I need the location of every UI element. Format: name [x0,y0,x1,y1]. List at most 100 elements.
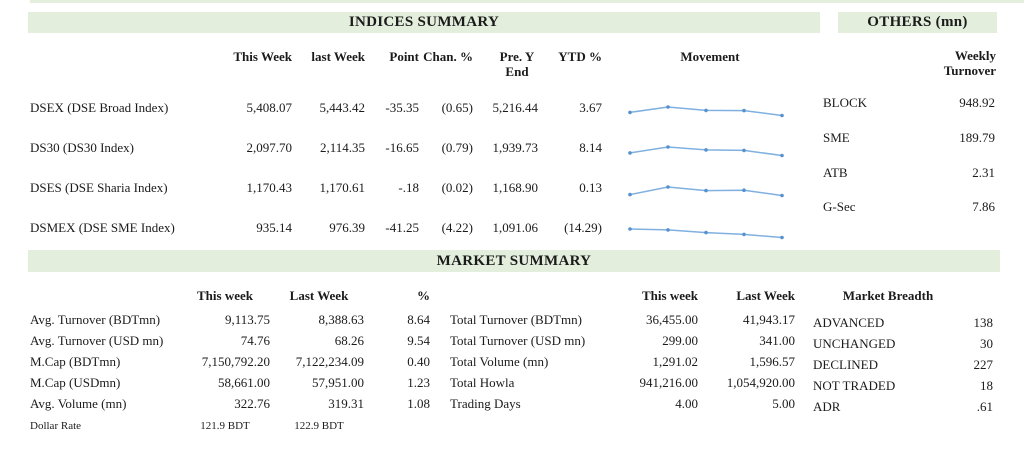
index-chan-pct: (0.02) [441,180,473,195]
index-ytd-pct: 0.13 [579,180,602,195]
dollar-rate-this-week: 121.9 BDT [200,420,250,432]
ms-label: M.Cap (BDTmn) [30,354,121,369]
index-point: -41.25 [385,220,419,235]
ms-last-week: 57,951.00 [312,375,364,390]
movement-sparkline [626,184,786,200]
ms-last-week: 5.00 [772,396,795,411]
others-label: BLOCK [823,95,868,110]
breadth-value: .61 [976,399,993,414]
ms-this-week: 74.76 [240,333,270,348]
ms-label: Avg. Turnover (BDTmn) [30,312,161,327]
others-value: 2.31 [972,165,995,180]
movement-sparkline [626,226,786,242]
ms-this-week: 7,150,792.20 [201,354,270,369]
ms-label: Total Turnover (BDTmn) [450,312,582,327]
ms-last-week: 1,596.57 [749,354,796,369]
market-summary-title: MARKET SUMMARY [436,253,592,269]
others-label: SME [823,130,850,145]
index-label: DS30 (DS30 Index) [30,140,134,155]
others-value: 189.79 [959,130,995,145]
others-label: ATB [823,165,848,180]
ms-label: Total Volume (mn) [450,354,549,369]
breadth-value: 227 [973,357,994,372]
index-this-week: 5,408.07 [246,100,293,115]
breadth-label: DECLINED [813,357,878,372]
breadth-value: 30 [980,336,993,351]
ms-this-week: 299.00 [662,333,698,348]
market-breadth-title: Market Breadth [842,288,934,303]
top-green-strip [30,0,1024,3]
indices-summary-band: INDICES SUMMARY [28,12,820,33]
dollar-rate-label: Dollar Rate [30,420,82,432]
index-pre-y-end: 1,939.73 [492,140,539,155]
col-header-pre-y-end: Pre. Y End [499,49,535,79]
ms-pct: 1.23 [407,375,430,390]
ms-last-week: 7,122,234.09 [295,354,364,369]
index-point: -.18 [398,180,419,195]
breadth-label: ADVANCED [813,315,885,330]
movement-sparkline [626,104,786,120]
index-chan-pct: (0.79) [441,140,473,155]
col-header-last-week: last Week [311,49,365,64]
ms-left-header-pct: % [417,288,430,303]
ms-label: Avg. Volume (mn) [30,396,127,411]
index-this-week: 1,170.43 [246,180,293,195]
index-this-week: 935.14 [256,220,292,235]
col-header-ytd-pct: YTD % [558,49,602,64]
ms-this-week: 322.76 [234,396,270,411]
ms-this-week: 58,661.00 [218,375,270,390]
ms-label: Avg. Turnover (USD mn) [30,333,164,348]
ms-mid-header-this-week: This week [642,288,698,303]
ms-label: M.Cap (USDmn) [30,375,121,390]
ms-pct: 1.08 [407,396,430,411]
ms-left-header-last-week: Last Week [289,288,349,303]
others-band: OTHERS (mn) [838,12,997,33]
ms-this-week: 9,113.75 [224,312,270,327]
ms-pct: 9.54 [407,333,430,348]
index-last-week: 976.39 [329,220,365,235]
others-label: G-Sec [823,199,856,214]
index-chan-pct: (4.22) [441,220,473,235]
ms-label: Total Turnover (USD mn) [450,333,586,348]
index-ytd-pct: 3.67 [579,100,602,115]
ms-last-week: 41,943.17 [743,312,795,327]
col-header-weekly-turnover: Weekly Turnover [943,48,996,78]
breadth-value: 138 [973,315,994,330]
ms-left-header-this-week: This week [197,288,253,303]
ms-pct: 0.40 [407,354,430,369]
ms-this-week: 36,455.00 [646,312,698,327]
index-ytd-pct: 8.14 [579,140,602,155]
index-point: -35.35 [385,100,419,115]
col-header-this-week: This Week [233,49,292,64]
index-ytd-pct: (14.29) [564,220,602,235]
index-this-week: 2,097.70 [246,140,293,155]
index-pre-y-end: 1,168.90 [492,180,539,195]
col-header-chan-pct: Chan. % [423,49,473,64]
ms-pct: 8.64 [407,312,430,327]
ms-this-week: 4.00 [675,396,698,411]
breadth-label: NOT TRADED [813,378,896,393]
index-last-week: 5,443.42 [319,100,366,115]
ms-last-week: 68.26 [334,333,364,348]
others-value: 948.92 [959,95,995,110]
index-chan-pct: (0.65) [441,100,473,115]
ms-label: Trading Days [450,396,521,411]
breadth-label: UNCHANGED [813,336,896,351]
ms-this-week: 1,291.02 [652,354,699,369]
indices-summary-title: INDICES SUMMARY [348,14,500,30]
index-last-week: 2,114.35 [319,140,365,155]
index-label: DSMEX (DSE SME Index) [30,220,175,235]
ms-mid-header-last-week: Last Week [736,288,795,303]
others-value: 7.86 [972,199,995,214]
ms-last-week: 319.31 [328,396,364,411]
col-header-point: Point [389,49,419,64]
ms-last-week: 8,388.63 [318,312,365,327]
ms-label: Total Howla [450,375,515,390]
ms-last-week: 341.00 [759,333,795,348]
movement-sparkline [626,144,786,160]
index-point: -16.65 [385,140,419,155]
market-summary-band: MARKET SUMMARY [28,250,1000,272]
index-last-week: 1,170.61 [319,180,366,195]
index-pre-y-end: 5,216.44 [492,100,539,115]
breadth-label: ADR [813,399,841,414]
